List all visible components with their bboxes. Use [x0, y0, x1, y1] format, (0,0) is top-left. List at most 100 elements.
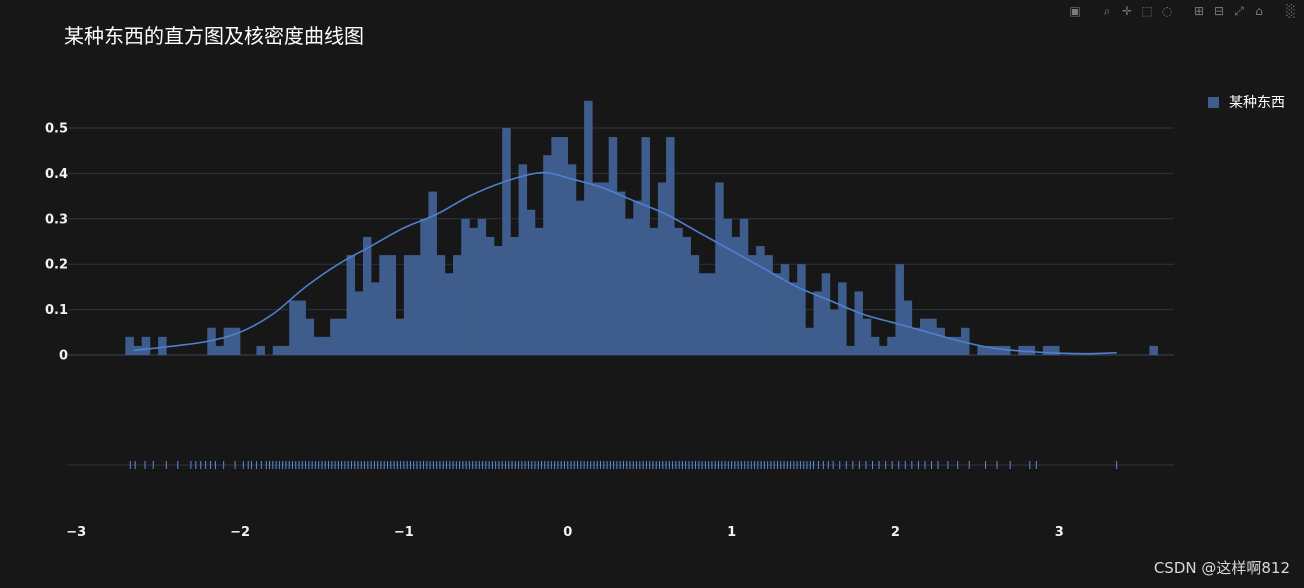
histogram-bar[interactable]	[944, 336, 954, 355]
pan-icon[interactable]: ✛	[1121, 4, 1133, 18]
histogram-bar[interactable]	[141, 336, 151, 355]
histogram-bar[interactable]	[739, 218, 749, 355]
histogram-bar[interactable]	[764, 255, 773, 355]
histogram-bar[interactable]	[281, 345, 290, 355]
histogram-bar[interactable]	[870, 336, 880, 355]
histogram-bar[interactable]	[321, 336, 331, 355]
histogram-bar[interactable]	[903, 300, 913, 355]
histogram-bar[interactable]	[272, 345, 282, 355]
histogram-bar[interactable]	[289, 300, 298, 355]
histogram-bar[interactable]	[649, 227, 659, 355]
histogram-bar[interactable]	[805, 327, 814, 355]
histogram-bar[interactable]	[657, 182, 667, 355]
histogram-bar[interactable]	[469, 227, 478, 355]
histogram-bar[interactable]	[698, 273, 708, 355]
autoscale-icon[interactable]: ⤢	[1234, 4, 1244, 18]
histogram-bar[interactable]	[477, 218, 487, 355]
histogram-bar[interactable]	[158, 336, 167, 355]
histogram-bar[interactable]	[887, 336, 896, 355]
histogram-bar[interactable]	[838, 282, 847, 355]
histogram-bar[interactable]	[747, 255, 757, 355]
histogram-bar[interactable]	[354, 291, 364, 355]
histogram-bar[interactable]	[502, 128, 511, 355]
histogram-bar[interactable]	[600, 182, 610, 355]
histogram-bar[interactable]	[485, 236, 495, 355]
histogram-bar[interactable]	[616, 191, 626, 355]
histogram-bar[interactable]	[461, 218, 470, 355]
histogram-bar[interactable]	[338, 318, 347, 355]
histogram-bar[interactable]	[985, 345, 995, 355]
histogram-bar[interactable]	[821, 273, 831, 355]
histogram-bar[interactable]	[633, 200, 642, 355]
histogram-bar[interactable]	[780, 264, 790, 355]
histogram-bar[interactable]	[592, 182, 601, 355]
histogram-bar[interactable]	[256, 345, 265, 355]
legend-item[interactable]: 某种东西	[1208, 92, 1285, 112]
reset-axes-icon[interactable]: ⌂	[1255, 4, 1263, 18]
histogram-bar[interactable]	[494, 246, 503, 355]
histogram-bar[interactable]	[829, 309, 839, 355]
histogram-bar[interactable]	[911, 327, 921, 355]
histogram-bar[interactable]	[297, 300, 306, 355]
histogram-bar[interactable]	[920, 318, 929, 355]
histogram-bar[interactable]	[453, 255, 462, 355]
histogram-bar[interactable]	[346, 255, 356, 355]
zoom-icon[interactable]: ⌕	[1103, 4, 1111, 18]
histogram-bar[interactable]	[788, 282, 798, 355]
histogram-bar[interactable]	[559, 137, 569, 355]
histogram-bar[interactable]	[379, 255, 388, 355]
histogram-bar[interactable]	[420, 218, 429, 355]
histogram-bar[interactable]	[436, 255, 446, 355]
histogram-bar[interactable]	[534, 227, 544, 355]
histogram-bar[interactable]	[395, 318, 405, 355]
histogram-bar[interactable]	[403, 255, 413, 355]
histogram-bar[interactable]	[879, 345, 888, 355]
histogram-bar[interactable]	[936, 327, 945, 355]
histogram-bar[interactable]	[1149, 345, 1158, 355]
histogram-bar[interactable]	[690, 255, 700, 355]
histogram-bar[interactable]	[387, 255, 397, 355]
histogram-bar[interactable]	[305, 318, 315, 355]
histogram-bar[interactable]	[723, 218, 732, 355]
histogram-bar[interactable]	[666, 137, 675, 355]
histogram-bar[interactable]	[518, 164, 528, 355]
plotly-logo-icon[interactable]: ░	[1286, 4, 1296, 18]
histogram-bar[interactable]	[125, 336, 134, 355]
zoom-out-icon[interactable]: ⊟	[1213, 4, 1225, 18]
histogram-bar[interactable]	[895, 264, 904, 355]
histogram-bar[interactable]	[772, 273, 782, 355]
histogram-bar[interactable]	[231, 327, 241, 355]
histogram-bar[interactable]	[207, 327, 216, 355]
histogram-bar[interactable]	[641, 137, 650, 355]
histogram-bar[interactable]	[215, 345, 224, 355]
histogram-bar[interactable]	[625, 218, 634, 355]
lasso-icon[interactable]: ◌	[1161, 4, 1173, 18]
histogram-bar[interactable]	[928, 318, 937, 355]
histogram-bar[interactable]	[682, 236, 691, 355]
histogram-bar[interactable]	[1026, 345, 1036, 355]
zoom-in-icon[interactable]: ⊞	[1193, 4, 1205, 18]
histogram-bar[interactable]	[1042, 345, 1052, 355]
histogram-bar[interactable]	[731, 236, 741, 355]
histogram-bar[interactable]	[551, 137, 560, 355]
histogram-bar[interactable]	[813, 291, 823, 355]
histogram-bar[interactable]	[362, 236, 372, 355]
histogram-bar[interactable]	[977, 345, 986, 355]
histogram-bar[interactable]	[412, 255, 421, 355]
histogram-bar[interactable]	[584, 100, 593, 355]
histogram-bar[interactable]	[510, 236, 519, 355]
histogram-bar[interactable]	[330, 318, 339, 355]
histogram-bar[interactable]	[371, 282, 380, 355]
histogram-bar[interactable]	[862, 318, 872, 355]
histogram-bar[interactable]	[715, 182, 724, 355]
box-select-icon[interactable]: ⬚	[1141, 4, 1153, 18]
histogram-bar[interactable]	[567, 164, 577, 355]
histogram-bar[interactable]	[846, 345, 855, 355]
camera-icon[interactable]: ▣	[1069, 4, 1081, 18]
histogram-bar[interactable]	[707, 273, 716, 355]
histogram-bar[interactable]	[428, 191, 437, 355]
histogram-bar[interactable]	[756, 246, 765, 355]
histogram-bar[interactable]	[543, 155, 552, 355]
histogram-bar[interactable]	[993, 345, 1003, 355]
